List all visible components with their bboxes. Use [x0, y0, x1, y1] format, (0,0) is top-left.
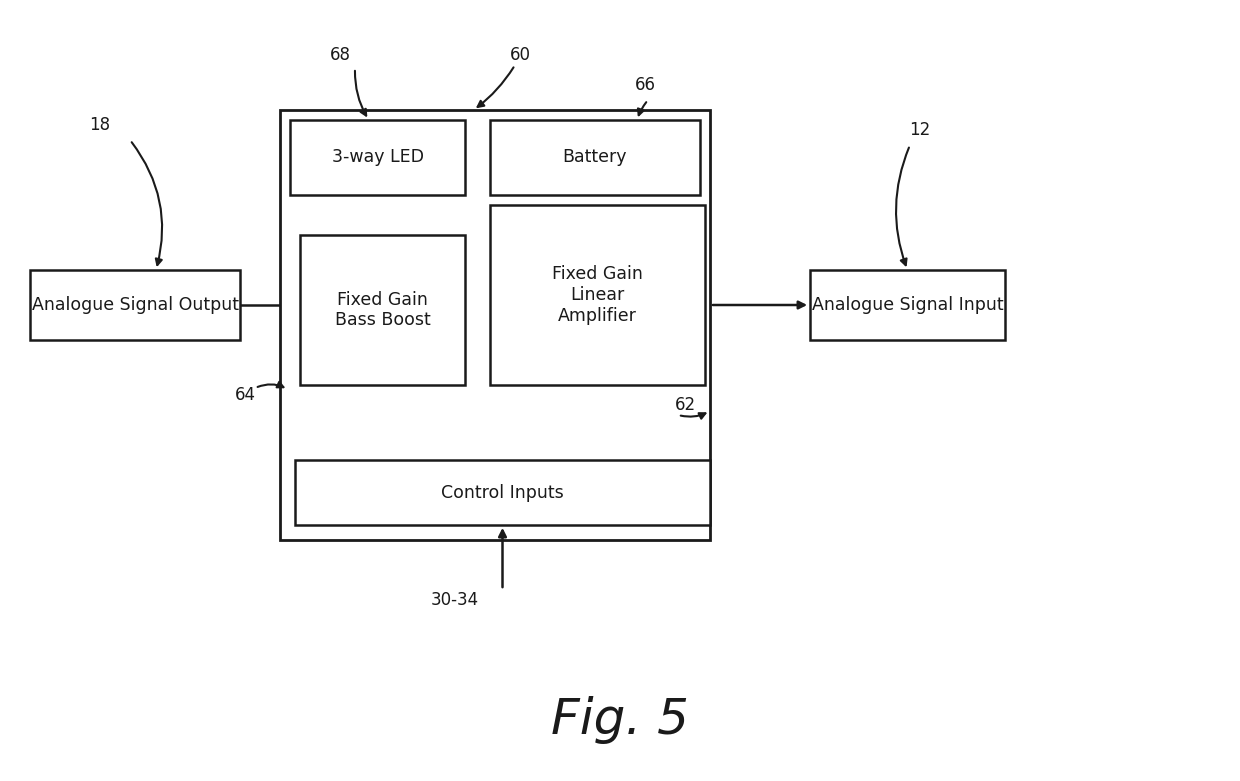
Text: Battery: Battery	[563, 148, 627, 166]
Text: 30-34: 30-34	[432, 591, 479, 609]
Text: 66: 66	[635, 76, 656, 94]
Bar	[490, 120, 701, 195]
Text: 18: 18	[89, 116, 110, 134]
Text: Fixed Gain
Linear
Amplifier: Fixed Gain Linear Amplifier	[552, 266, 642, 325]
Text: Control Inputs: Control Inputs	[441, 483, 564, 501]
Text: 64: 64	[234, 386, 255, 404]
Bar	[280, 110, 711, 540]
Bar	[295, 460, 711, 525]
Text: Fixed Gain
Bass Boost: Fixed Gain Bass Boost	[335, 291, 430, 330]
Bar	[300, 235, 465, 385]
Text: 62: 62	[675, 396, 696, 414]
Text: Analogue Signal Output: Analogue Signal Output	[31, 296, 238, 314]
Bar	[30, 270, 241, 340]
Text: Analogue Signal Input: Analogue Signal Input	[812, 296, 1003, 314]
Text: 3-way LED: 3-way LED	[331, 148, 424, 166]
Text: Fig. 5: Fig. 5	[551, 696, 689, 744]
Bar	[810, 270, 1004, 340]
Text: 68: 68	[330, 46, 351, 64]
Bar	[290, 120, 465, 195]
Text: 12: 12	[909, 121, 931, 139]
Text: 60: 60	[510, 46, 531, 64]
Bar	[490, 205, 706, 385]
